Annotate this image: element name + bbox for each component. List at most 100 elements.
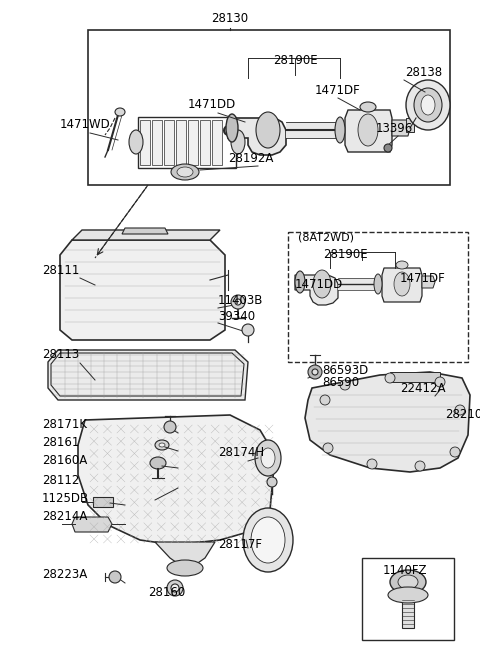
Polygon shape [286, 122, 340, 138]
Text: 28190E: 28190E [323, 249, 367, 262]
Text: 1471WD: 1471WD [60, 118, 111, 131]
Polygon shape [72, 517, 112, 532]
Text: 39340: 39340 [218, 311, 255, 324]
Ellipse shape [374, 274, 382, 294]
Circle shape [323, 443, 333, 453]
Ellipse shape [414, 88, 442, 122]
Ellipse shape [261, 448, 275, 468]
Circle shape [455, 405, 465, 415]
Ellipse shape [231, 130, 245, 154]
Circle shape [367, 459, 377, 469]
Text: 28160A: 28160A [42, 453, 87, 466]
Polygon shape [176, 120, 186, 165]
Text: 28223A: 28223A [42, 568, 87, 581]
Ellipse shape [167, 560, 203, 576]
Ellipse shape [358, 114, 378, 146]
Polygon shape [72, 230, 220, 240]
Text: 28171K: 28171K [42, 419, 87, 432]
Text: 28174H: 28174H [218, 447, 264, 460]
Text: 28111: 28111 [42, 264, 79, 277]
Text: 28117F: 28117F [218, 538, 262, 551]
Ellipse shape [406, 80, 450, 130]
Polygon shape [295, 275, 338, 305]
Polygon shape [152, 120, 162, 165]
Polygon shape [338, 278, 378, 290]
Ellipse shape [226, 114, 238, 142]
Text: 1471DD: 1471DD [188, 99, 236, 111]
Text: 1471DF: 1471DF [315, 84, 361, 97]
Polygon shape [155, 542, 215, 565]
Ellipse shape [394, 272, 410, 296]
Ellipse shape [396, 261, 408, 269]
Ellipse shape [155, 440, 169, 450]
Circle shape [231, 295, 245, 309]
Polygon shape [422, 276, 435, 288]
Polygon shape [60, 240, 225, 340]
Ellipse shape [360, 102, 376, 112]
Polygon shape [402, 595, 414, 628]
Text: 22412A: 22412A [400, 381, 445, 394]
Polygon shape [345, 110, 392, 152]
Ellipse shape [390, 570, 426, 594]
Text: 28113: 28113 [42, 349, 79, 362]
Circle shape [450, 447, 460, 457]
Text: 13396: 13396 [376, 122, 413, 135]
Ellipse shape [115, 108, 125, 116]
Text: 28112: 28112 [42, 473, 79, 487]
Ellipse shape [129, 130, 143, 154]
Polygon shape [392, 120, 410, 136]
Polygon shape [382, 268, 422, 302]
Text: 1125DB: 1125DB [42, 492, 89, 504]
Text: 86590: 86590 [322, 377, 359, 390]
Circle shape [267, 477, 277, 487]
Bar [288, 232, 468, 362]
Polygon shape [212, 120, 222, 165]
Circle shape [320, 395, 330, 405]
Circle shape [167, 580, 183, 596]
Polygon shape [305, 372, 470, 472]
Ellipse shape [335, 117, 345, 143]
Polygon shape [93, 497, 113, 507]
Text: (8AT2WD): (8AT2WD) [298, 233, 354, 243]
Text: 28160: 28160 [148, 585, 185, 598]
Ellipse shape [295, 271, 305, 293]
Polygon shape [164, 120, 174, 165]
Ellipse shape [159, 443, 165, 447]
Text: 28130: 28130 [211, 12, 249, 24]
Text: 11403B: 11403B [218, 294, 264, 307]
Bar [88, 30, 450, 185]
Circle shape [235, 299, 241, 305]
Circle shape [109, 571, 121, 583]
Ellipse shape [251, 517, 285, 563]
Text: 28214A: 28214A [42, 509, 87, 523]
Circle shape [340, 380, 350, 390]
Circle shape [384, 144, 392, 152]
Ellipse shape [398, 575, 418, 589]
Ellipse shape [421, 95, 435, 115]
Text: 1471DF: 1471DF [400, 271, 446, 284]
Text: 28161: 28161 [42, 436, 79, 449]
Bar [406, 118, 414, 132]
Polygon shape [188, 120, 198, 165]
Ellipse shape [171, 164, 199, 180]
Polygon shape [48, 350, 248, 400]
Circle shape [242, 324, 254, 336]
Ellipse shape [313, 270, 331, 298]
Ellipse shape [255, 440, 281, 476]
Text: 28138: 28138 [405, 65, 442, 78]
Ellipse shape [150, 457, 166, 469]
Ellipse shape [256, 112, 280, 148]
Ellipse shape [388, 587, 428, 603]
Ellipse shape [243, 508, 293, 572]
Circle shape [312, 369, 318, 375]
Circle shape [435, 377, 445, 387]
Bar [362, 558, 454, 640]
Text: 86593D: 86593D [322, 364, 368, 377]
Ellipse shape [177, 167, 193, 177]
Circle shape [415, 461, 425, 471]
Circle shape [164, 421, 176, 433]
Circle shape [385, 373, 395, 383]
Circle shape [308, 365, 322, 379]
Polygon shape [200, 120, 210, 165]
Text: 28190E: 28190E [273, 54, 317, 67]
